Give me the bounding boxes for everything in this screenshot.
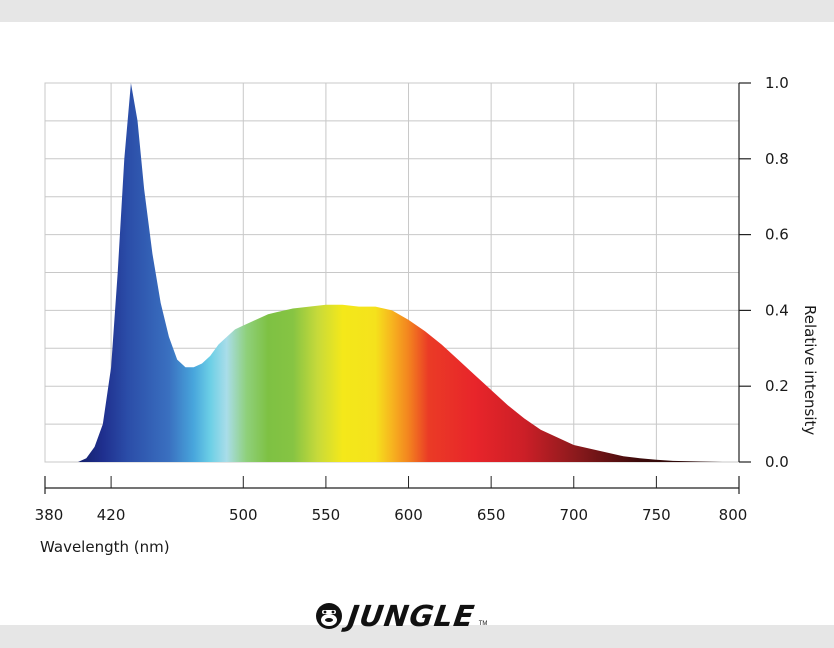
y-tick-label: 0.2	[765, 377, 789, 395]
x-tick-label: 650	[477, 506, 506, 524]
chart-card: 380 420 500 550 600 650 700 750 800 0.0 0.2 0.4 0.6 0…	[0, 22, 834, 633]
x-axis-title: Wavelength (nm)	[40, 538, 170, 556]
y-tick-label: 0.6	[765, 226, 789, 244]
y-tick-label: 0.8	[765, 150, 789, 168]
brand-wordmark: JUNGLE	[345, 599, 478, 633]
x-tick-label: 550	[312, 506, 341, 524]
x-tick-label: 750	[642, 506, 671, 524]
x-tick-label: 600	[394, 506, 423, 524]
spectrum-area	[78, 83, 723, 462]
y-tick-label: 0.4	[765, 301, 789, 319]
x-tick-label: 500	[229, 506, 258, 524]
x-tick-label: 380	[35, 506, 64, 524]
trademark-mark: TM	[478, 621, 488, 627]
x-tick-label: 800	[719, 506, 748, 524]
axes	[44, 82, 751, 494]
gorilla-head-icon	[316, 603, 342, 629]
tick-labels: 380 420 500 550 600 650 700 750 800 0.0 0.2 0.4 0.6 0…	[35, 74, 789, 524]
y-tick-label: 1.0	[765, 74, 789, 92]
y-axis-title: Relative intensity	[801, 305, 819, 435]
brand-logo: JUNGLE TM	[314, 599, 487, 633]
spectrum-chart: 380 420 500 550 600 650 700 750 800 0.0 0.2 0.4 0.6 0…	[35, 74, 819, 556]
y-tick-label: 0.0	[765, 453, 789, 471]
x-tick-label: 420	[97, 506, 126, 524]
x-tick-label: 700	[559, 506, 588, 524]
